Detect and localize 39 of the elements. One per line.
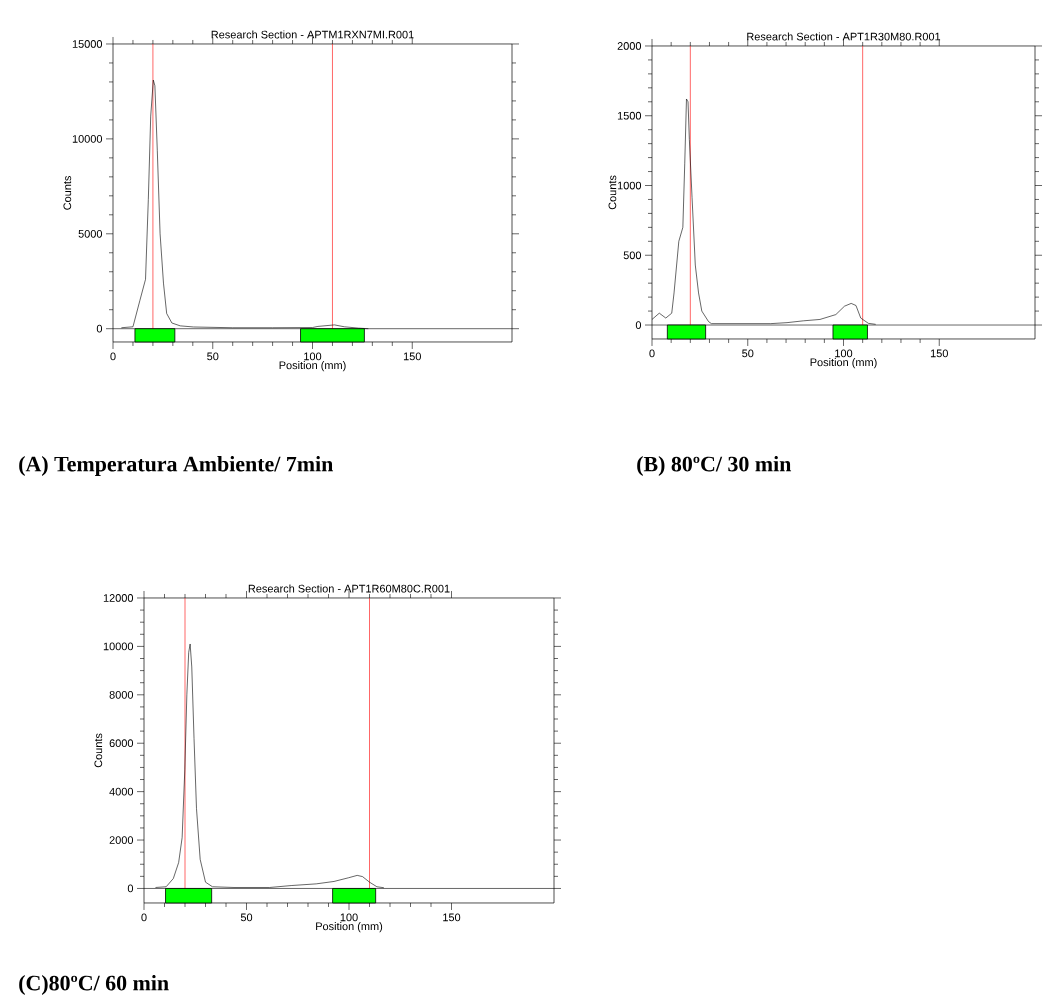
x-tick-label: 100 xyxy=(835,349,853,358)
x-axis-title: Position (mm) xyxy=(279,361,346,372)
chart-title: Research Section - APTM1RXN7MI.R001 xyxy=(211,30,414,39)
x-axis-title: Position (mm) xyxy=(810,358,877,369)
y-axis-title: Counts xyxy=(94,733,103,768)
y-axis-title: Counts xyxy=(608,175,617,210)
y-tick-label: 8000 xyxy=(109,690,134,699)
y-tick-label: 4000 xyxy=(109,787,134,796)
x-tick-label: 0 xyxy=(141,913,147,922)
x-tick-label: 50 xyxy=(742,349,754,358)
x-tick-label: 50 xyxy=(207,352,219,361)
y-tick-label: 12000 xyxy=(103,594,134,602)
y-tick-label: 500 xyxy=(623,251,642,260)
y-tick-label: 15000 xyxy=(72,40,103,48)
y-tick-label: 2000 xyxy=(617,42,642,50)
x-tick-label: 0 xyxy=(649,349,655,358)
y-tick-label: 10000 xyxy=(72,135,103,143)
y-tick-label: 1500 xyxy=(617,111,642,120)
y-tick-label: 0 xyxy=(127,884,134,893)
text: (B) 80ºC/ 30 min xyxy=(637,456,792,476)
x-tick-label: 150 xyxy=(403,352,421,361)
chart-title: Research Section - APT1R30M80.R001 xyxy=(747,32,941,41)
x-tick-label: 50 xyxy=(240,913,253,922)
text: (A) Temperatura Ambiente/ 7min xyxy=(19,456,334,476)
y-tick-label: 2000 xyxy=(109,836,134,844)
y-tick-label: 6000 xyxy=(109,739,134,748)
y-axis-title: Counts xyxy=(63,176,72,210)
y-tick-label: 0 xyxy=(96,324,103,333)
x-tick-label: 100 xyxy=(304,352,322,361)
y-tick-label: 1000 xyxy=(617,181,642,190)
x-tick-label: 150 xyxy=(443,913,461,922)
y-tick-label: 10000 xyxy=(103,642,134,651)
y-tick-label: 0 xyxy=(635,321,642,329)
x-tick-label: 100 xyxy=(340,913,358,922)
y-tick-label: 5000 xyxy=(78,229,103,238)
chart-title: Research Section - APT1R60M80C.R001 xyxy=(248,584,450,593)
text: (C)80ºC/ 60 min xyxy=(19,975,169,995)
x-axis-title: Position (mm) xyxy=(316,922,383,933)
x-tick-label: 150 xyxy=(930,349,948,358)
